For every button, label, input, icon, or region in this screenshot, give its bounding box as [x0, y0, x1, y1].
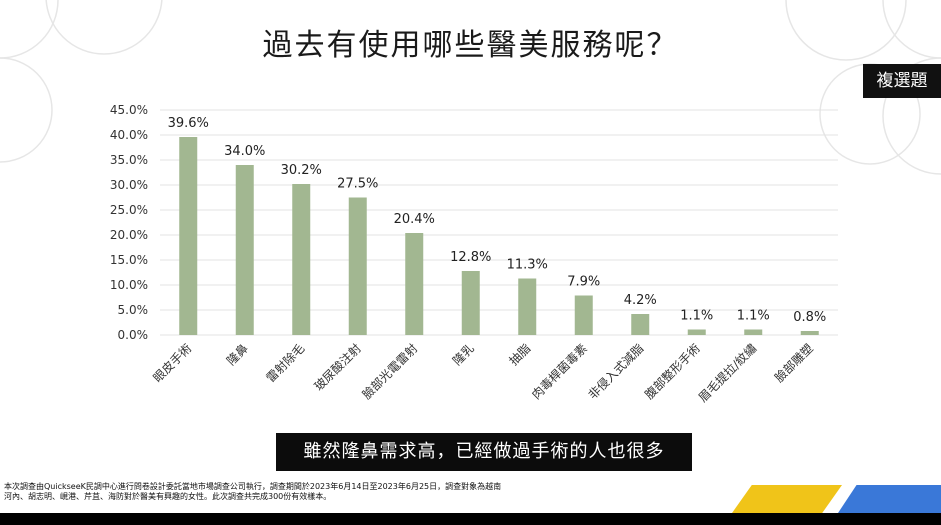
y-tick-label: 45.0% [110, 103, 148, 117]
bar-value-label: 39.6% [168, 116, 209, 131]
chart-bars [179, 137, 819, 335]
bar [687, 329, 706, 335]
yellow-accent-stripe [732, 485, 842, 513]
x-tick-label: 臉部雕塑 [771, 341, 816, 386]
bar [235, 165, 254, 335]
bar-value-label: 1.1% [737, 309, 770, 324]
y-tick-label: 5.0% [118, 303, 149, 317]
y-tick-label: 15.0% [110, 253, 148, 267]
bar-value-label: 34.0% [224, 144, 265, 159]
survey-footnote: 本次調查由QuickseeK民調中心進行問卷設計委託當地市場調查公司執行，調查期… [4, 482, 604, 502]
x-tick-label: 腹部整形手術 [641, 341, 703, 403]
bar [631, 314, 650, 335]
bar-chart: 0.0% 5.0% 10.0% 15.0% 20.0% 25.0% 30.0% 35.0% 40… [110, 103, 838, 405]
footnote-line: 河內、胡志明、峴港、芹苴、海防對於醫美有興趣的女性。此次調查共完成300份有效樣… [4, 492, 332, 501]
x-tick-label: 玻尿酸注射 [311, 341, 364, 394]
bar [405, 233, 424, 335]
y-tick-label: 30.0% [110, 178, 148, 192]
bar [348, 197, 367, 335]
blue-accent-stripe [838, 485, 941, 513]
bar-value-label: 1.1% [680, 309, 713, 324]
y-tick-label: 20.0% [110, 228, 148, 242]
bar-value-label: 27.5% [337, 177, 378, 192]
bar-value-label: 11.3% [507, 258, 548, 273]
y-tick-label: 10.0% [110, 278, 148, 292]
y-tick-label: 40.0% [110, 128, 148, 142]
chart-gridlines [160, 109, 838, 336]
bar-value-label: 30.2% [281, 163, 322, 178]
x-tick-label: 肉毒桿菌毒素 [528, 341, 590, 403]
x-tick-label: 眉毛提拉/紋繡 [695, 341, 759, 405]
bar [518, 278, 537, 335]
y-tick-label: 25.0% [110, 203, 148, 217]
data-labels: 39.6% 34.0% 30.2% 27.5% 20.4% 12.8% 11.3% 7.9% 4… [168, 116, 827, 325]
bar-value-label: 4.2% [624, 293, 657, 308]
x-tick-label: 雷射除毛 [263, 341, 308, 386]
bottom-bar [0, 513, 941, 525]
caption-banner: 雖然隆鼻需求高，已經做過手術的人也很多 [276, 433, 692, 471]
x-tick-label: 眼皮手術 [151, 341, 195, 385]
bar-value-label: 0.8% [793, 310, 826, 325]
multiple-choice-badge: 複選題 [863, 64, 941, 98]
x-tick-label: 臉部光電雷射 [359, 341, 421, 403]
bar [179, 137, 198, 335]
bar [292, 184, 311, 335]
bar [800, 331, 819, 335]
bar [461, 271, 480, 335]
bar [574, 295, 593, 335]
y-axis-ticks: 0.0% 5.0% 10.0% 15.0% 20.0% 25.0% 30.0% 35.0% 40… [110, 103, 148, 342]
footnote-line: 本次調查由QuickseeK民調中心進行問卷設計委託當地市場調查公司執行，調查期… [4, 482, 502, 491]
page-title: 過去有使用哪些醫美服務呢？ [262, 28, 679, 63]
bar-value-label: 7.9% [567, 275, 600, 290]
bar [744, 329, 763, 335]
x-tick-label: 非侵入式減脂 [585, 341, 647, 403]
bar-value-label: 12.8% [450, 250, 491, 265]
y-tick-label: 0.0% [118, 328, 149, 342]
x-tick-label: 隆乳 [449, 341, 477, 369]
x-tick-label: 抽脂 [506, 341, 534, 369]
bar-value-label: 20.4% [394, 212, 435, 227]
y-tick-label: 35.0% [110, 153, 148, 167]
x-tick-label: 隆鼻 [223, 341, 251, 369]
